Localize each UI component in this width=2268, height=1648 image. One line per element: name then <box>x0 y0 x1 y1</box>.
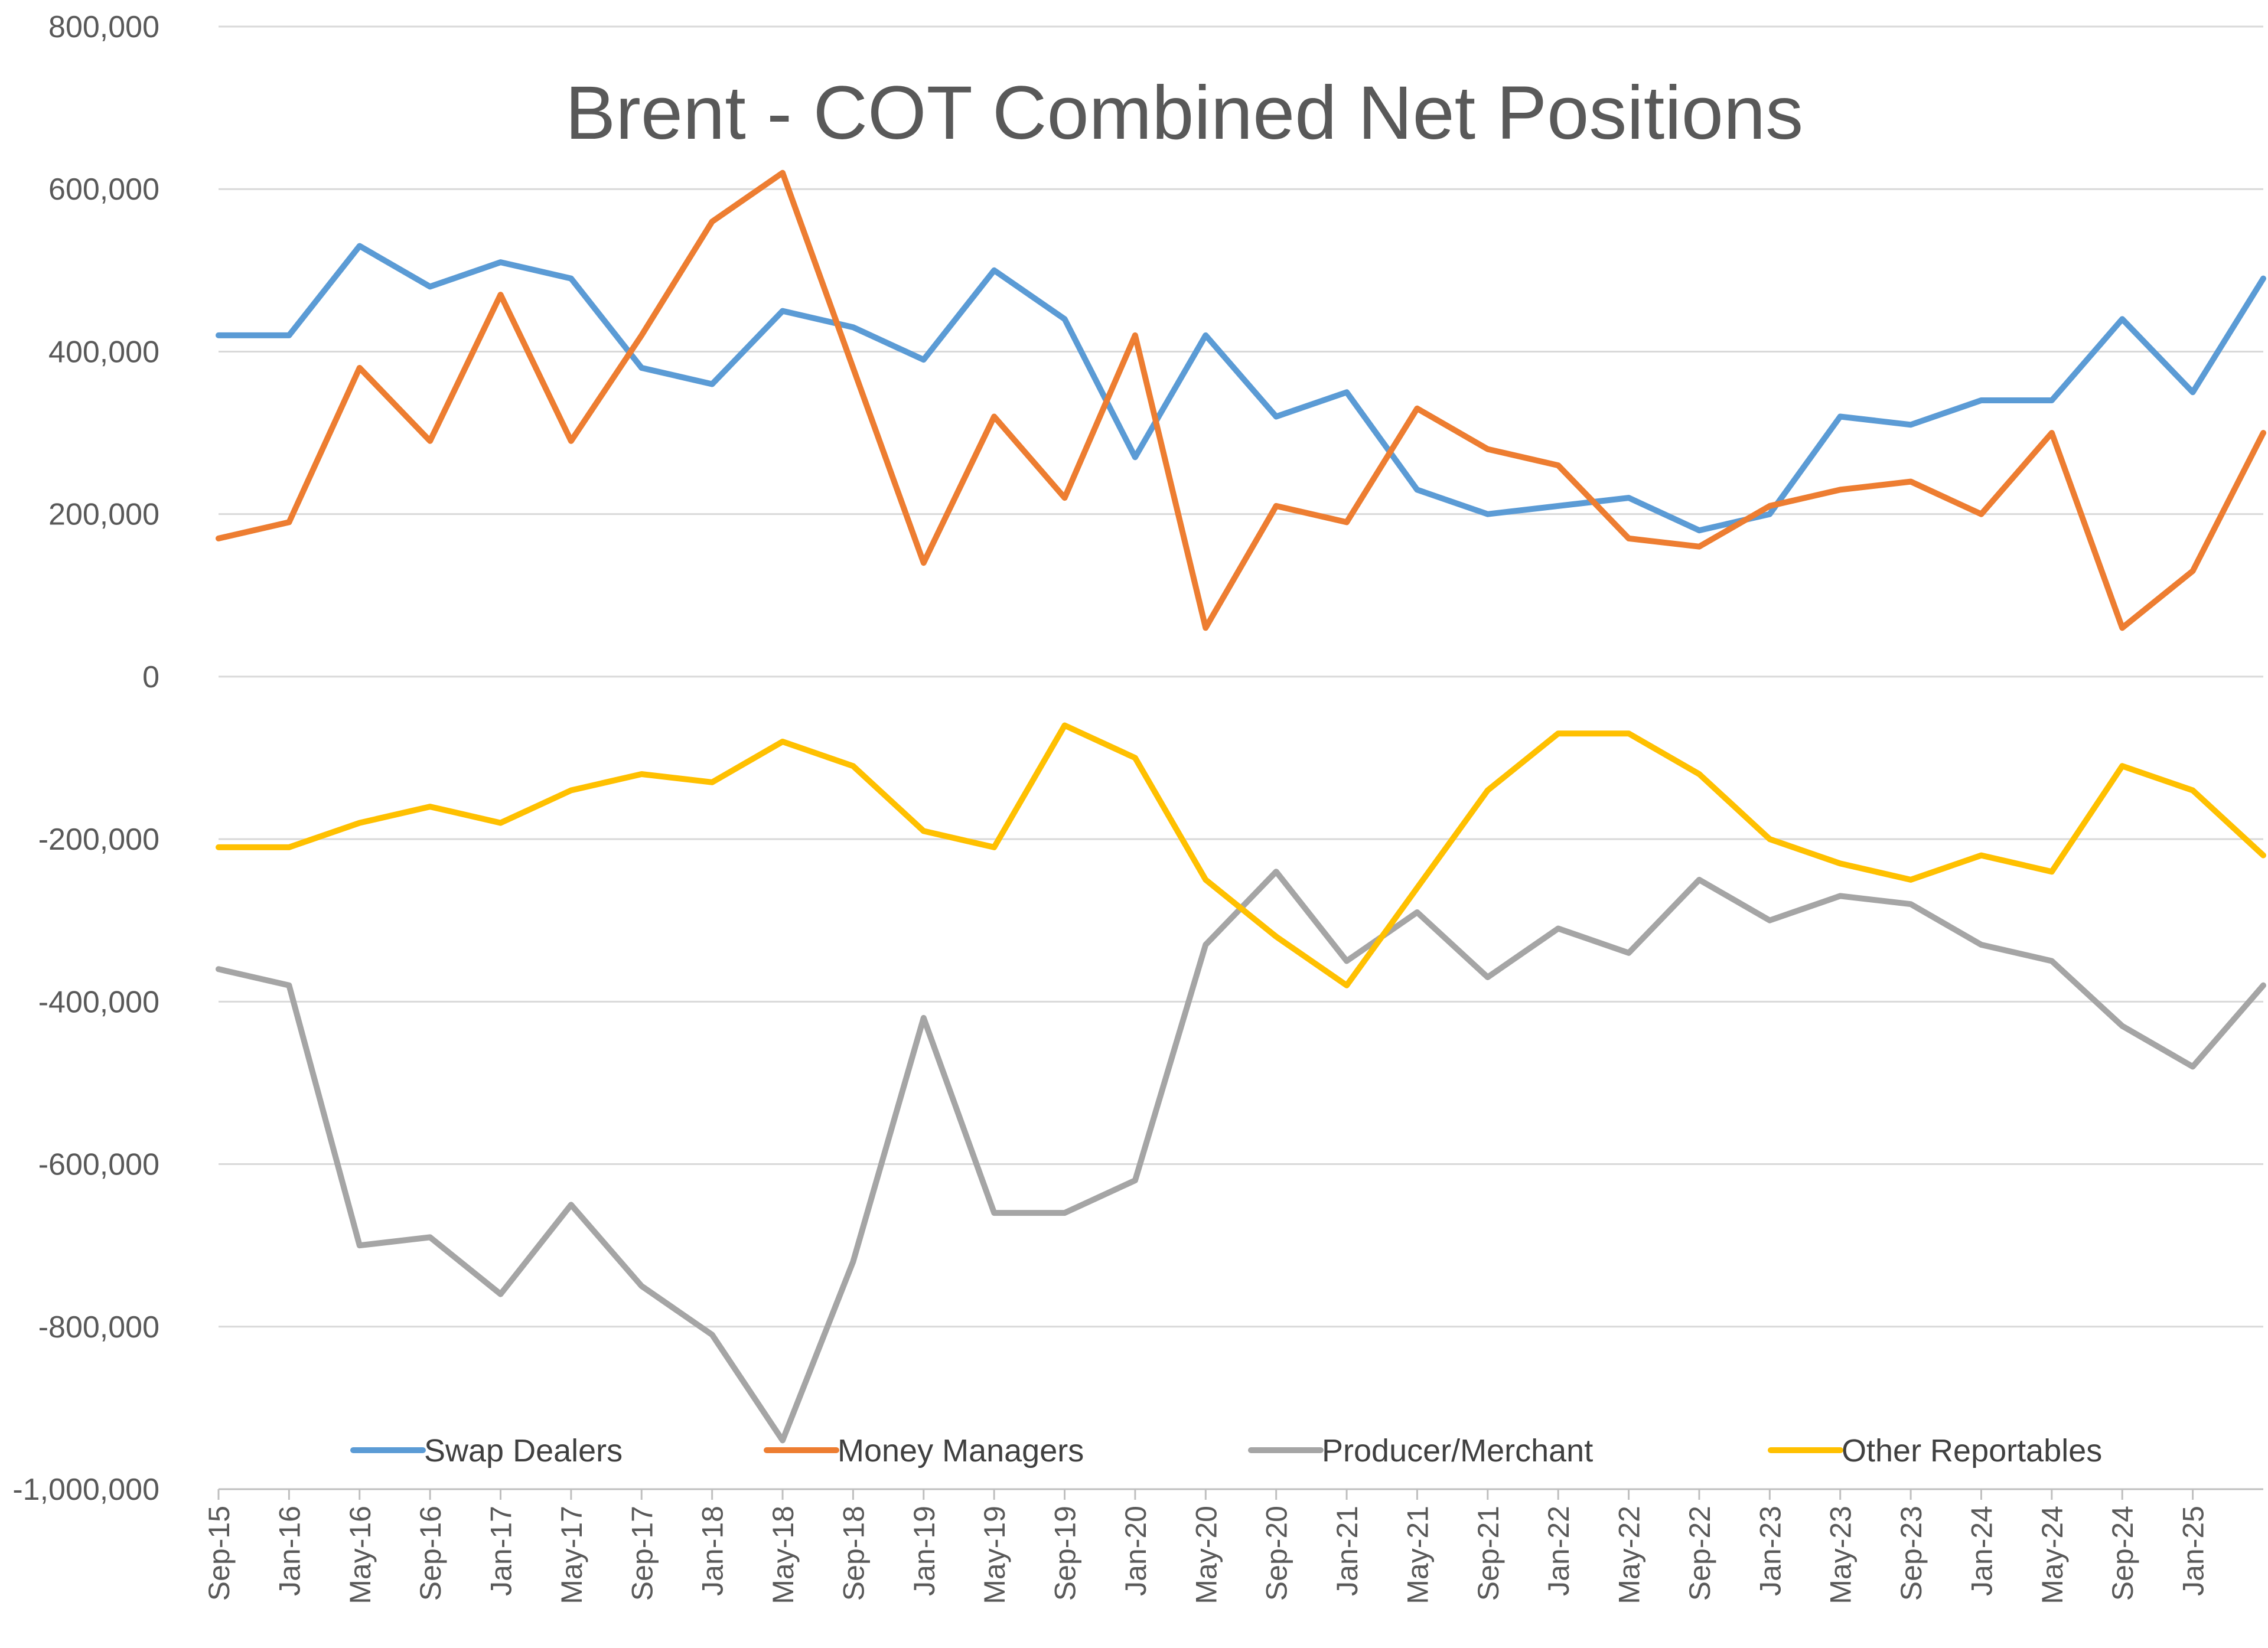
x-tick-label: Sep-16 <box>414 1506 447 1601</box>
legend: Swap Dealers Money Managers Producer/Merch… <box>350 1433 2102 1468</box>
legend-label: Other Reportables <box>1842 1433 2102 1468</box>
y-tick-label: -400,000 <box>38 985 159 1019</box>
x-tick-label: Jan-18 <box>696 1506 729 1596</box>
x-axis-tick-labels: Sep-15 Jan-16 May-16 Sep-16 Jan-17 May-17 Sep-… <box>203 1489 2210 1604</box>
y-tick-label: 0 <box>142 660 159 694</box>
legend-label: Producer/Merchant <box>1322 1433 1593 1468</box>
series-line-other-reportables <box>216 722 2266 988</box>
y-tick-label: 200,000 <box>48 498 159 532</box>
y-tick-label: -800,000 <box>38 1310 159 1344</box>
y-axis-tick-labels: 800,000 600,000 400,000 200,000 0 -200,000 -40… <box>12 10 159 1507</box>
x-tick-label: Sep-23 <box>1895 1506 1928 1601</box>
x-tick-label: Jan-19 <box>908 1506 941 1596</box>
x-tick-label: May-16 <box>344 1506 377 1604</box>
series-line-swap-dealers <box>216 243 2266 534</box>
x-tick-label: Jan-22 <box>1542 1506 1575 1596</box>
x-tick-label: Sep-18 <box>837 1506 870 1601</box>
x-tick-label: May-17 <box>555 1506 588 1604</box>
x-tick-label: Jan-20 <box>1119 1506 1152 1596</box>
x-tick-label: Sep-21 <box>1472 1506 1505 1601</box>
x-tick-label: Jan-16 <box>273 1506 306 1596</box>
x-tick-label: May-21 <box>1401 1506 1434 1604</box>
y-tick-label: -200,000 <box>38 823 159 857</box>
x-tick-label: May-18 <box>767 1506 800 1604</box>
x-tick-label: May-24 <box>2036 1506 2069 1604</box>
series-line-money-managers <box>216 169 2266 631</box>
x-tick-label: Jan-21 <box>1331 1506 1364 1596</box>
x-tick-label: May-22 <box>1613 1506 1646 1604</box>
legend-label: Money Managers <box>838 1433 1084 1468</box>
y-tick-label: 800,000 <box>48 10 159 44</box>
y-tick-label: -600,000 <box>38 1148 159 1182</box>
x-tick-label: May-20 <box>1190 1506 1223 1604</box>
x-tick-label: Sep-15 <box>203 1506 236 1601</box>
x-tick-label: Sep-22 <box>1683 1506 1716 1601</box>
x-tick-label: May-23 <box>1824 1506 1858 1604</box>
x-tick-label: Jan-17 <box>485 1506 518 1596</box>
y-tick-label: -1,000,000 <box>12 1473 159 1507</box>
x-tick-label: May-19 <box>978 1506 1011 1604</box>
x-tick-label: Jan-25 <box>2177 1506 2210 1596</box>
y-tick-label: 600,000 <box>48 172 159 207</box>
chart-title: Brent - COT Combined Net Positions <box>565 71 1803 155</box>
series-lines <box>216 169 2266 1444</box>
legend-label: Swap Dealers <box>424 1433 623 1468</box>
x-tick-label: Jan-24 <box>1965 1506 1998 1596</box>
x-tick-label: Sep-19 <box>1049 1506 1082 1601</box>
x-tick-label: Sep-20 <box>1260 1506 1293 1601</box>
x-tick-label: Jan-23 <box>1754 1506 1787 1596</box>
x-tick-label: Sep-24 <box>2106 1506 2139 1601</box>
x-tick-label: Sep-17 <box>625 1506 659 1601</box>
y-tick-label: 400,000 <box>48 335 159 369</box>
gridlines <box>219 25 2263 1490</box>
